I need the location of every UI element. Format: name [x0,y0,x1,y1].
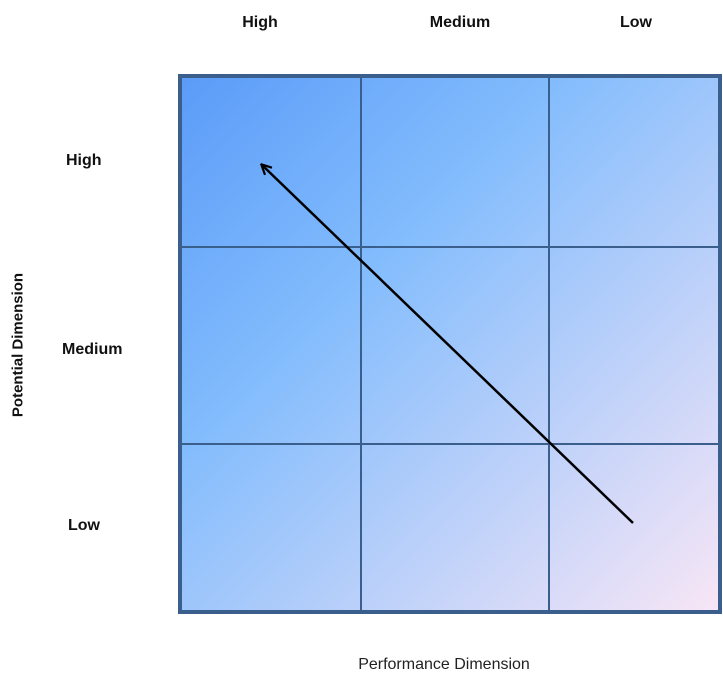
row-header-high: High [66,152,102,169]
x-axis-title: Performance Dimension [358,656,530,673]
grid-border [178,74,722,614]
column-header-medium: Medium [429,14,491,31]
row-header-low: Low [68,517,100,534]
grid-background [180,76,720,612]
development-arrow [262,165,634,524]
row-header-medium: Medium [62,341,123,358]
column-header-low: Low [620,14,652,31]
column-header-high: High [242,14,278,31]
